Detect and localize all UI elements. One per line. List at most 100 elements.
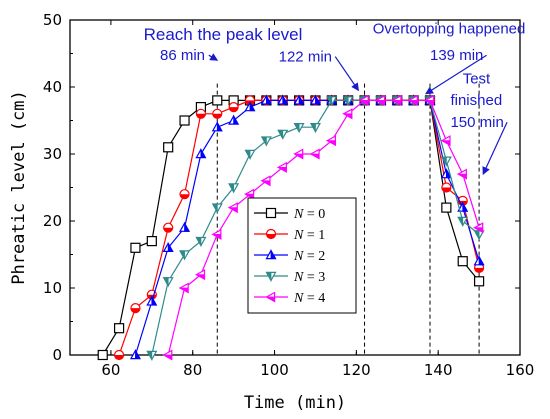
triangle-half-fill xyxy=(309,153,320,160)
triangle-half-fill xyxy=(265,94,272,105)
circle-half-fill xyxy=(441,187,451,192)
series-layer xyxy=(97,94,485,362)
data-point xyxy=(113,323,125,334)
triangle-half-fill xyxy=(211,233,222,240)
x-tick-label: 60 xyxy=(101,361,120,379)
annotation-text: Overtopping happened xyxy=(373,20,526,37)
triangle-half-fill xyxy=(276,166,287,173)
legend-marker-4 xyxy=(264,291,276,303)
data-point xyxy=(146,236,157,247)
triangle-half-fill xyxy=(293,123,300,134)
annotation-text: finished xyxy=(450,92,502,109)
legend-marker-3 xyxy=(265,271,277,283)
reference-lines xyxy=(216,83,480,355)
triangle-half-fill xyxy=(407,100,418,106)
circle-half-fill xyxy=(212,113,222,119)
triangle-half-fill xyxy=(264,296,276,303)
data-point xyxy=(228,101,239,113)
data-point xyxy=(162,349,173,361)
data-point xyxy=(276,161,287,173)
legend: N = 0 N = 1 N = 2 N = 3 N = 4 xyxy=(247,197,357,314)
legend-marker-1 xyxy=(265,228,277,240)
data-point xyxy=(244,149,256,161)
series-4 xyxy=(162,94,484,361)
triangle-half-fill xyxy=(456,173,467,180)
data-point xyxy=(440,135,451,147)
data-point xyxy=(440,168,452,179)
y-tick-label: 40 xyxy=(43,78,62,96)
triangle-half-fill xyxy=(184,221,190,232)
triangle-half-fill xyxy=(227,207,238,213)
triangle-half-fill xyxy=(249,101,256,112)
triangle-half-fill xyxy=(462,201,468,212)
data-point xyxy=(441,202,452,213)
data-point xyxy=(211,203,223,214)
data-point xyxy=(260,136,272,147)
circle-half-fill xyxy=(180,194,190,199)
triangle-half-fill xyxy=(391,100,402,106)
data-point xyxy=(113,349,125,361)
data-point xyxy=(456,168,467,180)
triangle-half-fill xyxy=(326,96,333,107)
data-point xyxy=(441,182,452,193)
data-point xyxy=(277,129,289,140)
y-tick-label: 0 xyxy=(52,346,62,364)
triangle-half-fill xyxy=(441,156,447,167)
data-point xyxy=(325,135,337,147)
triangle-half-fill xyxy=(179,250,185,261)
data-point xyxy=(309,94,321,105)
data-point xyxy=(277,94,289,105)
data-point xyxy=(195,236,207,248)
triangle-half-fill xyxy=(200,147,207,159)
triangle-half-fill xyxy=(473,227,484,233)
annotation-text: 86 min xyxy=(160,47,205,64)
data-point xyxy=(195,108,207,119)
data-point xyxy=(130,242,141,253)
data-point xyxy=(309,122,321,134)
data-point xyxy=(457,201,469,212)
triangle-half-fill xyxy=(146,350,153,362)
circle-half-fill xyxy=(114,355,124,360)
triangle-half-fill xyxy=(162,354,173,361)
x-tick-label: 80 xyxy=(183,361,202,379)
x-axis-title: Time (min) xyxy=(244,393,346,413)
annotation-arrow xyxy=(208,53,219,61)
triangle-half-fill xyxy=(265,271,272,283)
data-point xyxy=(179,250,191,261)
annotation-arrow xyxy=(482,121,508,176)
triangle-half-fill xyxy=(260,180,271,186)
circle-half-fill xyxy=(163,227,173,233)
data-point xyxy=(97,349,108,361)
y-tick-label: 10 xyxy=(43,279,62,297)
annotations: Reach the peak level 86 min 122 min Overtop… xyxy=(144,20,526,176)
data-point xyxy=(146,295,158,306)
data-point xyxy=(178,282,189,294)
triangle-half-fill xyxy=(277,129,284,140)
y-tick-label: 20 xyxy=(43,212,62,230)
data-point xyxy=(473,276,485,287)
data-point xyxy=(358,94,369,106)
triangle-half-fill xyxy=(212,203,218,214)
triangle-half-fill xyxy=(233,114,239,125)
data-point xyxy=(162,241,174,252)
triangle-half-fill xyxy=(315,94,321,105)
data-point xyxy=(194,269,206,281)
triangle-half-fill xyxy=(374,100,385,106)
data-point xyxy=(244,101,256,112)
legend-label-2: N = 2 xyxy=(293,249,325,264)
circle-half-fill xyxy=(196,113,206,119)
y-tick-label: 30 xyxy=(43,145,62,163)
data-point xyxy=(293,94,305,105)
x-tick-label: 140 xyxy=(424,361,453,379)
triangle-half-fill xyxy=(194,274,205,280)
triangle-half-fill xyxy=(216,121,223,132)
triangle-half-fill xyxy=(445,168,452,179)
triangle-half-fill xyxy=(244,149,251,161)
data-point xyxy=(162,277,174,288)
triangle-half-fill xyxy=(261,136,267,147)
circle-half-fill xyxy=(130,308,140,313)
triangle-half-fill xyxy=(423,100,435,106)
triangle-half-fill xyxy=(478,255,485,266)
y-axis-title: Phreatic level (cm) xyxy=(9,90,29,284)
